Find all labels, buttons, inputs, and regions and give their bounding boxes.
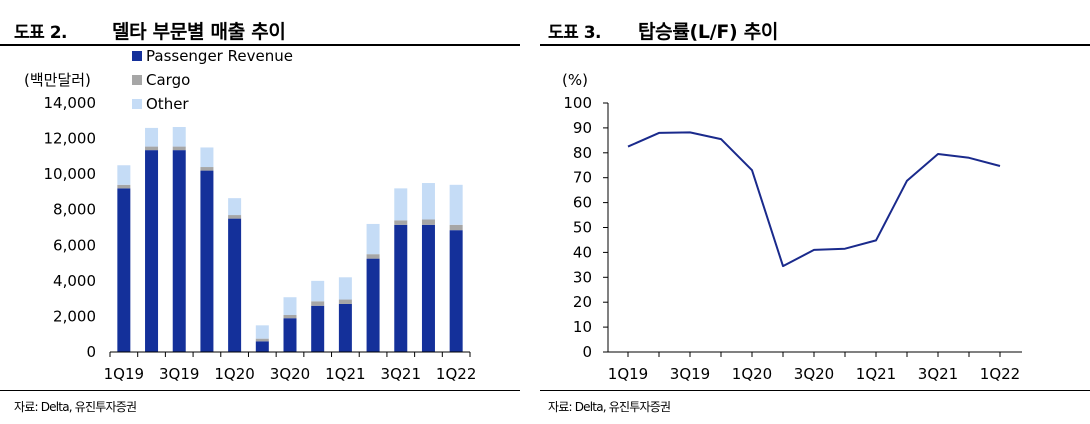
x-tick-label: 1Q19 [608, 365, 648, 383]
bar-segment-other [145, 127, 159, 147]
bar-segment-other [228, 198, 242, 216]
bar-segment-passenger-revenue [449, 230, 463, 352]
load-factor-line-chart: (%) 0 10 20 30 40 50 60 70 80 90 100 1Q19 3Q19 1Q20 3Q… [562, 71, 1022, 383]
y-tick-label: 10 [573, 318, 592, 336]
y-tick-label: 12,000 [44, 130, 97, 148]
y-tick-label: 14,000 [44, 94, 97, 112]
left-chart-panel: 도표 2. 델타 부문별 매출 추이 (백만달러) 0 2,000 4,000 6,0… [0, 0, 520, 424]
y-tick-label: 10,000 [44, 165, 97, 183]
bar-segment-cargo [200, 167, 214, 171]
y-tick-label: 40 [573, 243, 592, 261]
bar-segment-passenger-revenue [200, 170, 214, 352]
legend-label: Other [146, 95, 189, 113]
right-source-text: 자료: Delta, 유진투자증권 [548, 400, 671, 414]
x-tick-label: 3Q19 [159, 365, 199, 383]
x-tick-label: 1Q22 [980, 365, 1020, 383]
bar-segment-other [117, 165, 131, 185]
x-tick-label: 1Q21 [856, 365, 896, 383]
right-chart-title: 탑승률(L/F) 추이 [638, 21, 779, 43]
x-tick-label: 3Q21 [381, 365, 421, 383]
x-tick-label: 1Q20 [214, 365, 254, 383]
bar-segment-other [366, 223, 380, 255]
right-chart-panel: 도표 3. 탑승률(L/F) 추이 (%) 0 10 20 30 40 50 60 70 80 9… [540, 0, 1090, 424]
y-tick-label: 70 [573, 169, 592, 187]
bar-segment-other [394, 188, 408, 221]
left-source-divider [0, 390, 520, 391]
legend-swatch-cargo [132, 75, 142, 85]
bar-segment-passenger-revenue [311, 305, 325, 352]
bar-segment-other [338, 277, 352, 300]
right-source-divider [540, 390, 1090, 391]
x-tick-label: 1Q20 [732, 365, 772, 383]
right-chart-header: 도표 3. 탑승률(L/F) 추이 [540, 8, 1090, 46]
y-tick-label: 60 [573, 194, 592, 212]
bar-segment-cargo [311, 301, 325, 306]
bar-segment-cargo [117, 184, 131, 189]
bar-segment-cargo [255, 338, 269, 342]
left-y-unit-label: (백만달러) [24, 71, 91, 89]
y-tick-label: 30 [573, 268, 592, 286]
bar-segment-other [311, 280, 325, 302]
bar-segment-passenger-revenue [228, 218, 242, 352]
y-tick-label: 4,000 [53, 272, 96, 290]
bar-segment-other [172, 127, 186, 147]
y-tick-label: 90 [573, 119, 592, 137]
bar-segment-other [421, 183, 435, 220]
bar-segment-other [200, 147, 214, 168]
left-figure-number: 도표 2. [14, 23, 68, 43]
y-tick-label: 80 [573, 144, 592, 162]
y-tick-label: 100 [563, 94, 592, 112]
bar-segment-cargo [449, 224, 463, 231]
y-tick-label: 50 [573, 219, 592, 237]
y-tick-label: 2,000 [53, 307, 96, 325]
right-figure-number: 도표 3. [548, 23, 602, 43]
bar-segment-other [283, 297, 297, 316]
x-tick-label: 1Q21 [325, 365, 365, 383]
bar-segment-cargo [394, 220, 408, 225]
y-tick-label: 0 [86, 343, 96, 361]
bar-segment-passenger-revenue [283, 318, 297, 352]
right-y-unit-label: (%) [562, 71, 588, 89]
x-tick-label: 3Q20 [270, 365, 310, 383]
bar-segment-cargo [283, 315, 297, 319]
left-chart-header: 도표 2. 델타 부문별 매출 추이 [0, 8, 520, 46]
y-tick-label: 0 [582, 343, 592, 361]
bar-segment-passenger-revenue [421, 224, 435, 352]
bar-segment-other [255, 325, 269, 339]
x-tick-label: 1Q22 [436, 365, 476, 383]
legend-swatch-passenger-revenue [132, 51, 142, 61]
legend-swatch-other [132, 99, 142, 109]
x-tick-label: 3Q19 [670, 365, 710, 383]
bar-segment-passenger-revenue [366, 258, 380, 352]
bar-segment-passenger-revenue [172, 150, 186, 352]
x-tick-label: 3Q21 [918, 365, 958, 383]
bar-segment-cargo [338, 299, 352, 304]
bar-segment-passenger-revenue [117, 188, 131, 352]
legend-label: Passenger Revenue [146, 47, 293, 65]
y-tick-label: 20 [573, 293, 592, 311]
y-tick-label: 6,000 [53, 236, 96, 254]
legend-label: Cargo [146, 71, 190, 89]
bar-segment-passenger-revenue [255, 341, 269, 352]
bar-segment-other [449, 184, 463, 225]
bar-segment-passenger-revenue [145, 150, 159, 352]
left-chart-title: 델타 부문별 매출 추이 [112, 21, 286, 43]
bar-segment-cargo [366, 254, 380, 259]
x-tick-label: 3Q20 [794, 365, 834, 383]
x-tick-label: 1Q19 [104, 365, 144, 383]
y-tick-label: 8,000 [53, 201, 96, 219]
bar-segment-cargo [421, 219, 435, 225]
bar-segment-cargo [228, 215, 242, 219]
left-source-text: 자료: Delta, 유진투자증권 [14, 400, 137, 414]
bar-segment-cargo [145, 146, 159, 151]
bar-segment-passenger-revenue [338, 303, 352, 352]
load-factor-series-line [627, 131, 1001, 268]
bar-segment-cargo [172, 146, 186, 151]
bar-segment-passenger-revenue [394, 224, 408, 352]
stacked-bar-chart: (백만달러) 0 2,000 4,000 6,000 8,000 10,000 12,000… [24, 47, 476, 383]
